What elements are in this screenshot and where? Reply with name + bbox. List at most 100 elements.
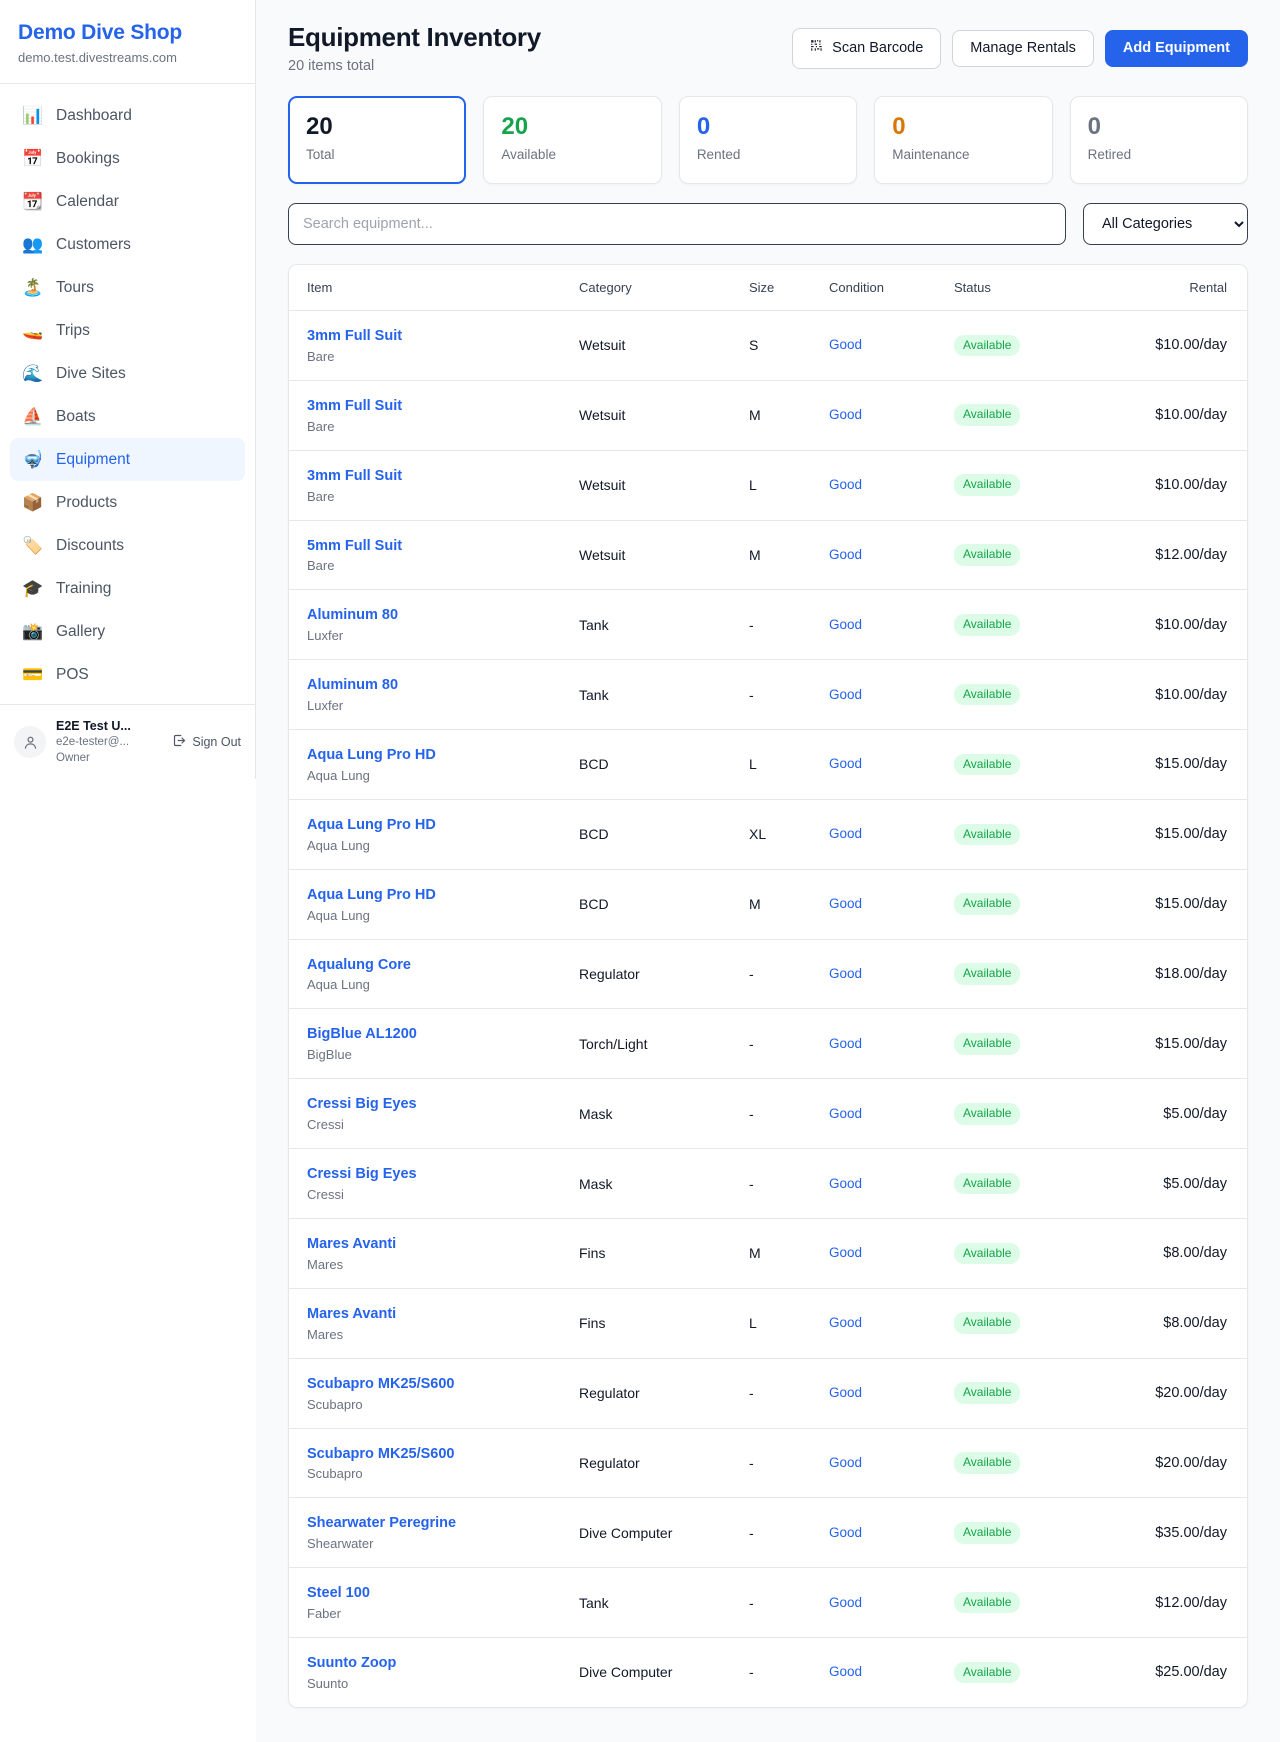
stat-card-retired[interactable]: 0 Retired xyxy=(1069,96,1249,184)
item-name-link[interactable]: Aqualung Core xyxy=(307,956,411,973)
cell-category: Tank xyxy=(567,589,737,661)
table-row[interactable]: Suunto Zoop Suunto Dive Computer - Good Avail… xyxy=(289,1638,1247,1707)
item-name-link[interactable]: 3mm Full Suit xyxy=(307,397,403,414)
condition-link[interactable]: Good xyxy=(829,477,863,493)
item-name-link[interactable]: Scubapro MK25/S600 xyxy=(307,1375,455,1392)
cell-item: Aqua Lung Pro HD Aqua Lung xyxy=(289,799,567,870)
table-row[interactable]: Cressi Big Eyes Cressi Mask - Good Available $… xyxy=(289,1148,1247,1219)
brand-block[interactable]: Demo Dive Shop demo.test.divestreams.com xyxy=(0,0,255,85)
sign-out-button[interactable]: Sign Out xyxy=(172,733,241,751)
table-row[interactable]: 3mm Full Suit Bare Wetsuit S Good Available $1… xyxy=(289,310,1247,381)
table-row[interactable]: Aqua Lung Pro HD Aqua Lung BCD M Good Availab… xyxy=(289,869,1247,940)
item-name-link[interactable]: Suunto Zoop xyxy=(307,1655,397,1672)
item-name-link[interactable]: Aqua Lung Pro HD xyxy=(307,747,436,764)
status-badge: Available xyxy=(954,963,1021,985)
condition-link[interactable]: Good xyxy=(829,1245,863,1261)
stat-card-maintenance[interactable]: 0 Maintenance xyxy=(874,96,1053,184)
sidebar-item-boats[interactable]: ⛵ Boats xyxy=(10,395,245,438)
sidebar-item-bookings[interactable]: 📅 Bookings xyxy=(10,137,245,180)
condition-link[interactable]: Good xyxy=(829,1035,863,1051)
condition-link[interactable]: Good xyxy=(829,337,863,353)
condition-link[interactable]: Good xyxy=(829,1594,863,1610)
sidebar-item-calendar[interactable]: 📆 Calendar xyxy=(10,180,245,223)
sidebar-item-equipment[interactable]: 🤿 Equipment xyxy=(10,438,245,482)
status-badge: Available xyxy=(954,1033,1021,1055)
item-name-link[interactable]: Mares Avanti xyxy=(307,1305,397,1322)
condition-link[interactable]: Good xyxy=(829,756,863,772)
column-header-category[interactable]: Category xyxy=(567,265,737,311)
column-header-rental[interactable]: Rental xyxy=(1082,265,1247,311)
condition-link[interactable]: Good xyxy=(829,1385,863,1401)
item-name-link[interactable]: Aqua Lung Pro HD xyxy=(307,816,436,833)
condition-link[interactable]: Good xyxy=(829,966,863,982)
item-name-link[interactable]: Aluminum 80 xyxy=(307,607,399,624)
sidebar-item-dive-sites[interactable]: 🌊 Dive Sites xyxy=(10,352,245,395)
condition-link[interactable]: Good xyxy=(829,1524,863,1540)
condition-link[interactable]: Good xyxy=(829,616,863,632)
item-name-link[interactable]: 3mm Full Suit xyxy=(307,328,403,344)
condition-link[interactable]: Good xyxy=(829,1175,863,1191)
sidebar-item-training[interactable]: 🎓 Training xyxy=(10,567,245,610)
manage-rentals-button[interactable]: Manage Rentals xyxy=(952,29,1094,68)
sidebar-item-dashboard[interactable]: 📊 Dashboard xyxy=(10,94,245,137)
table-row[interactable]: BigBlue AL1200 BigBlue Torch/Light - Good Ava… xyxy=(289,1008,1247,1080)
item-name-link[interactable]: Cressi Big Eyes xyxy=(307,1096,417,1113)
condition-link[interactable]: Good xyxy=(829,1454,863,1470)
table-row[interactable]: Aqualung Core Aqua Lung Regulator - Good Avai… xyxy=(289,939,1247,1010)
item-name-link[interactable]: BigBlue AL1200 xyxy=(307,1026,417,1043)
item-name-link[interactable]: Scubapro MK25/S600 xyxy=(307,1445,455,1462)
sidebar-item-gallery[interactable]: 📸 Gallery xyxy=(10,610,245,653)
item-name-link[interactable]: Shearwater Peregrine xyxy=(307,1515,457,1532)
column-header-item[interactable]: Item xyxy=(289,265,567,311)
cell-condition: Good xyxy=(817,659,942,731)
condition-link[interactable]: Good xyxy=(829,1105,863,1121)
column-header-condition[interactable]: Condition xyxy=(817,265,942,311)
table-row[interactable]: Aluminum 80 Luxfer Tank - Good Available $10.0… xyxy=(289,659,1247,731)
add-equipment-button[interactable]: Add Equipment xyxy=(1104,29,1248,68)
status-badge: Available xyxy=(954,1661,1021,1684)
table-row[interactable]: Scubapro MK25/S600 Scubapro Regulator - Good… xyxy=(289,1358,1247,1429)
sidebar-item-tours[interactable]: 🏝️ Tours xyxy=(10,266,245,309)
table-row[interactable]: Mares Avanti Mares Fins L Good Available $8.00… xyxy=(289,1288,1247,1359)
condition-link[interactable]: Good xyxy=(829,407,863,423)
condition-link[interactable]: Good xyxy=(829,1315,863,1331)
table-row[interactable]: 3mm Full Suit Bare Wetsuit L Good Available $1… xyxy=(289,450,1247,521)
column-header-size[interactable]: Size xyxy=(737,265,817,311)
table-row[interactable]: Cressi Big Eyes Cressi Mask - Good Available $… xyxy=(289,1078,1247,1150)
table-row[interactable]: Scubapro MK25/S600 Scubapro Regulator - Good… xyxy=(289,1428,1247,1499)
table-row[interactable]: Shearwater Peregrine Shearwater Dive Compu… xyxy=(289,1497,1247,1569)
column-header-status[interactable]: Status xyxy=(942,265,1082,311)
cell-size: L xyxy=(737,1288,817,1359)
sidebar-item-customers[interactable]: 👥 Customers xyxy=(10,223,245,266)
condition-link[interactable]: Good xyxy=(829,896,863,912)
sidebar-item-pos[interactable]: 💳 POS xyxy=(10,653,245,696)
table-row[interactable]: Aqua Lung Pro HD Aqua Lung BCD L Good Availab… xyxy=(289,729,1247,800)
table-row[interactable]: 3mm Full Suit Bare Wetsuit M Good Available $1… xyxy=(289,380,1247,451)
sidebar-item-discounts[interactable]: 🏷️ Discounts xyxy=(10,524,245,567)
item-name-link[interactable]: Steel 100 xyxy=(307,1585,370,1602)
table-row[interactable]: Aqua Lung Pro HD Aqua Lung BCD XL Good Availa… xyxy=(289,799,1247,870)
table-row[interactable]: Mares Avanti Mares Fins M Good Available $8.00… xyxy=(289,1218,1247,1289)
stat-card-total[interactable]: 20 Total xyxy=(288,96,467,184)
item-name-link[interactable]: Aqua Lung Pro HD xyxy=(307,886,436,903)
condition-link[interactable]: Good xyxy=(829,546,863,562)
category-select[interactable]: All Categories xyxy=(1083,203,1248,245)
scan-barcode-button[interactable]: Scan Barcode xyxy=(792,28,942,69)
item-name-link[interactable]: Mares Avanti xyxy=(307,1235,397,1252)
stat-card-rented[interactable]: 0 Rented xyxy=(678,96,858,184)
item-name-link[interactable]: Aluminum 80 xyxy=(307,677,399,694)
search-input[interactable] xyxy=(288,203,1066,245)
condition-link[interactable]: Good xyxy=(829,686,863,702)
sidebar-item-trips[interactable]: 🚤 Trips xyxy=(10,309,245,352)
item-name-link[interactable]: 5mm Full Suit xyxy=(307,537,403,554)
table-row[interactable]: Steel 100 Faber Tank - Good Available $12.00/d… xyxy=(289,1567,1247,1639)
stat-card-available[interactable]: 20 Available xyxy=(483,96,662,184)
item-name-link[interactable]: Cressi Big Eyes xyxy=(307,1166,417,1183)
condition-link[interactable]: Good xyxy=(829,1664,863,1680)
table-row[interactable]: 5mm Full Suit Bare Wetsuit M Good Available $1… xyxy=(289,520,1247,591)
condition-link[interactable]: Good xyxy=(829,826,863,842)
table-row[interactable]: Aluminum 80 Luxfer Tank - Good Available $10.0… xyxy=(289,589,1247,661)
item-name-link[interactable]: 3mm Full Suit xyxy=(307,467,403,484)
cell-condition: Good xyxy=(817,380,942,451)
sidebar-item-products[interactable]: 📦 Products xyxy=(10,481,245,524)
